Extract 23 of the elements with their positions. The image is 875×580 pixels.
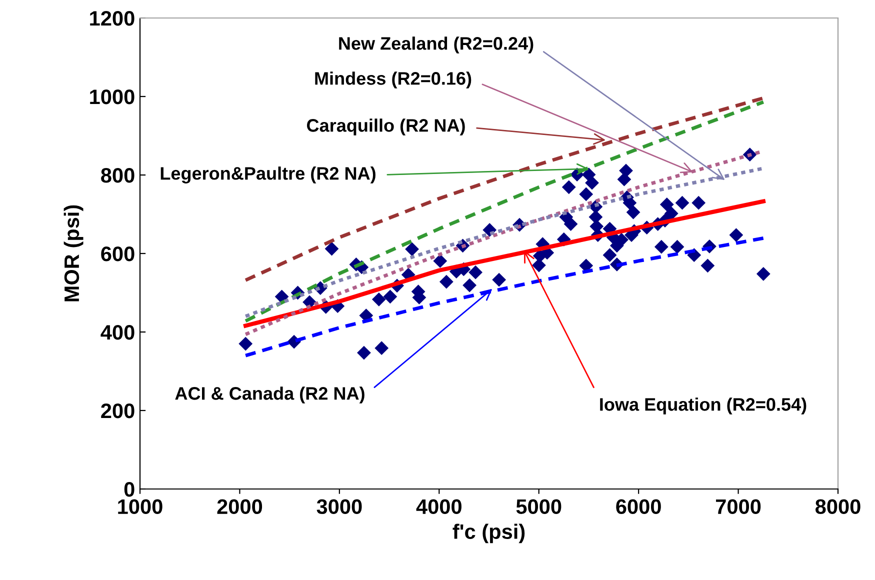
annotation: Caraquillo (R2 NA) — [306, 118, 465, 136]
y-tick-label: 400 — [100, 325, 134, 340]
annotation: Mindess (R2=0.16) — [315, 72, 472, 88]
x-tick-label: 5000 — [516, 499, 562, 514]
y-tick-label: 1000 — [90, 90, 134, 104]
y-tick-label: 800 — [101, 168, 134, 183]
annotation: Iowa Equation (R2=0.54) — [600, 398, 806, 414]
y-tick-label: 1200 — [90, 11, 134, 26]
y-tick-label: 0 — [124, 482, 134, 497]
x-tick-label: 8000 — [815, 499, 860, 514]
x-tick-label: 2000 — [217, 499, 262, 514]
x-tick-label: 7000 — [716, 499, 761, 514]
y-axis-title: MOR (psi) — [64, 205, 84, 302]
annotation: New Zealand (R2=0.24) — [339, 36, 534, 54]
x-tick-label: 3000 — [316, 499, 362, 514]
x-tick-label: 6000 — [616, 499, 661, 514]
x-tick-label: 4000 — [416, 499, 462, 514]
x-tick-label: 1000 — [118, 499, 162, 514]
y-tick-label: 600 — [101, 246, 134, 262]
annotation: ACI & Canada (R2 NA) — [175, 386, 364, 404]
y-tick-label: 200 — [101, 404, 134, 418]
x-axis-title: f'c (psi) — [452, 524, 525, 544]
annotation: Legeron&Paultre (R2 NA) — [160, 166, 376, 184]
